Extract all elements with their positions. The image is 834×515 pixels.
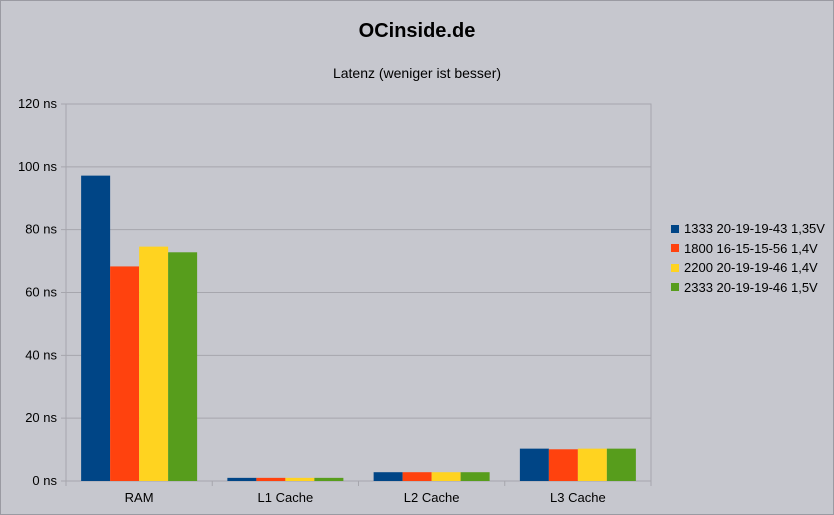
bar: [139, 246, 169, 481]
legend-item: 2200 20-19-19-46 1,4V: [671, 258, 825, 278]
legend-swatch: [671, 244, 679, 253]
bar: [314, 477, 344, 481]
chart-subtitle: Latenz (weniger ist besser): [332, 65, 502, 81]
legend-label: 2200 20-19-19-46 1,4V: [684, 260, 818, 276]
legend: 1333 20-19-19-43 1,35V 1800 16-15-15-56 1…: [671, 219, 825, 297]
bar: [227, 477, 257, 481]
legend-item: 1800 16-15-15-56 1,4V: [671, 239, 825, 259]
bar: [548, 449, 578, 481]
x-tick-label: RAM: [125, 490, 154, 505]
y-tick-label: 100 ns: [18, 159, 58, 174]
legend-item: 1333 20-19-19-43 1,35V: [671, 219, 825, 239]
bar: [110, 266, 140, 481]
bar: [256, 477, 286, 481]
bar: [577, 448, 607, 481]
bar: [431, 472, 461, 481]
bar: [402, 472, 432, 481]
y-tick-label: 120 ns: [18, 96, 58, 111]
x-tick-label: L1 Cache: [258, 490, 314, 505]
legend-label: 1800 16-15-15-56 1,4V: [684, 240, 818, 256]
bar: [168, 252, 198, 481]
y-tick-label: 60 ns: [25, 285, 57, 300]
y-tick-label: 0 ns: [32, 473, 57, 488]
legend-swatch: [671, 283, 679, 292]
legend-swatch: [671, 224, 679, 233]
legend-label: 2333 20-19-19-46 1,5V: [684, 279, 818, 295]
bar: [373, 472, 403, 481]
bar: [519, 448, 549, 481]
legend-swatch: [671, 263, 679, 272]
x-tick-label: L2 Cache: [404, 490, 460, 505]
bar: [285, 477, 315, 481]
y-tick-label: 20 ns: [25, 410, 57, 425]
legend-label: 1333 20-19-19-43 1,35V: [684, 221, 825, 237]
legend-item: 2333 20-19-19-46 1,5V: [671, 278, 825, 298]
x-tick-label: L3 Cache: [550, 490, 606, 505]
chart-title: OCinside.de: [358, 20, 476, 42]
bar: [606, 448, 636, 481]
y-tick-label: 40 ns: [25, 347, 57, 362]
y-tick-label: 80 ns: [25, 222, 57, 237]
bar: [460, 472, 490, 481]
bar: [81, 175, 111, 481]
